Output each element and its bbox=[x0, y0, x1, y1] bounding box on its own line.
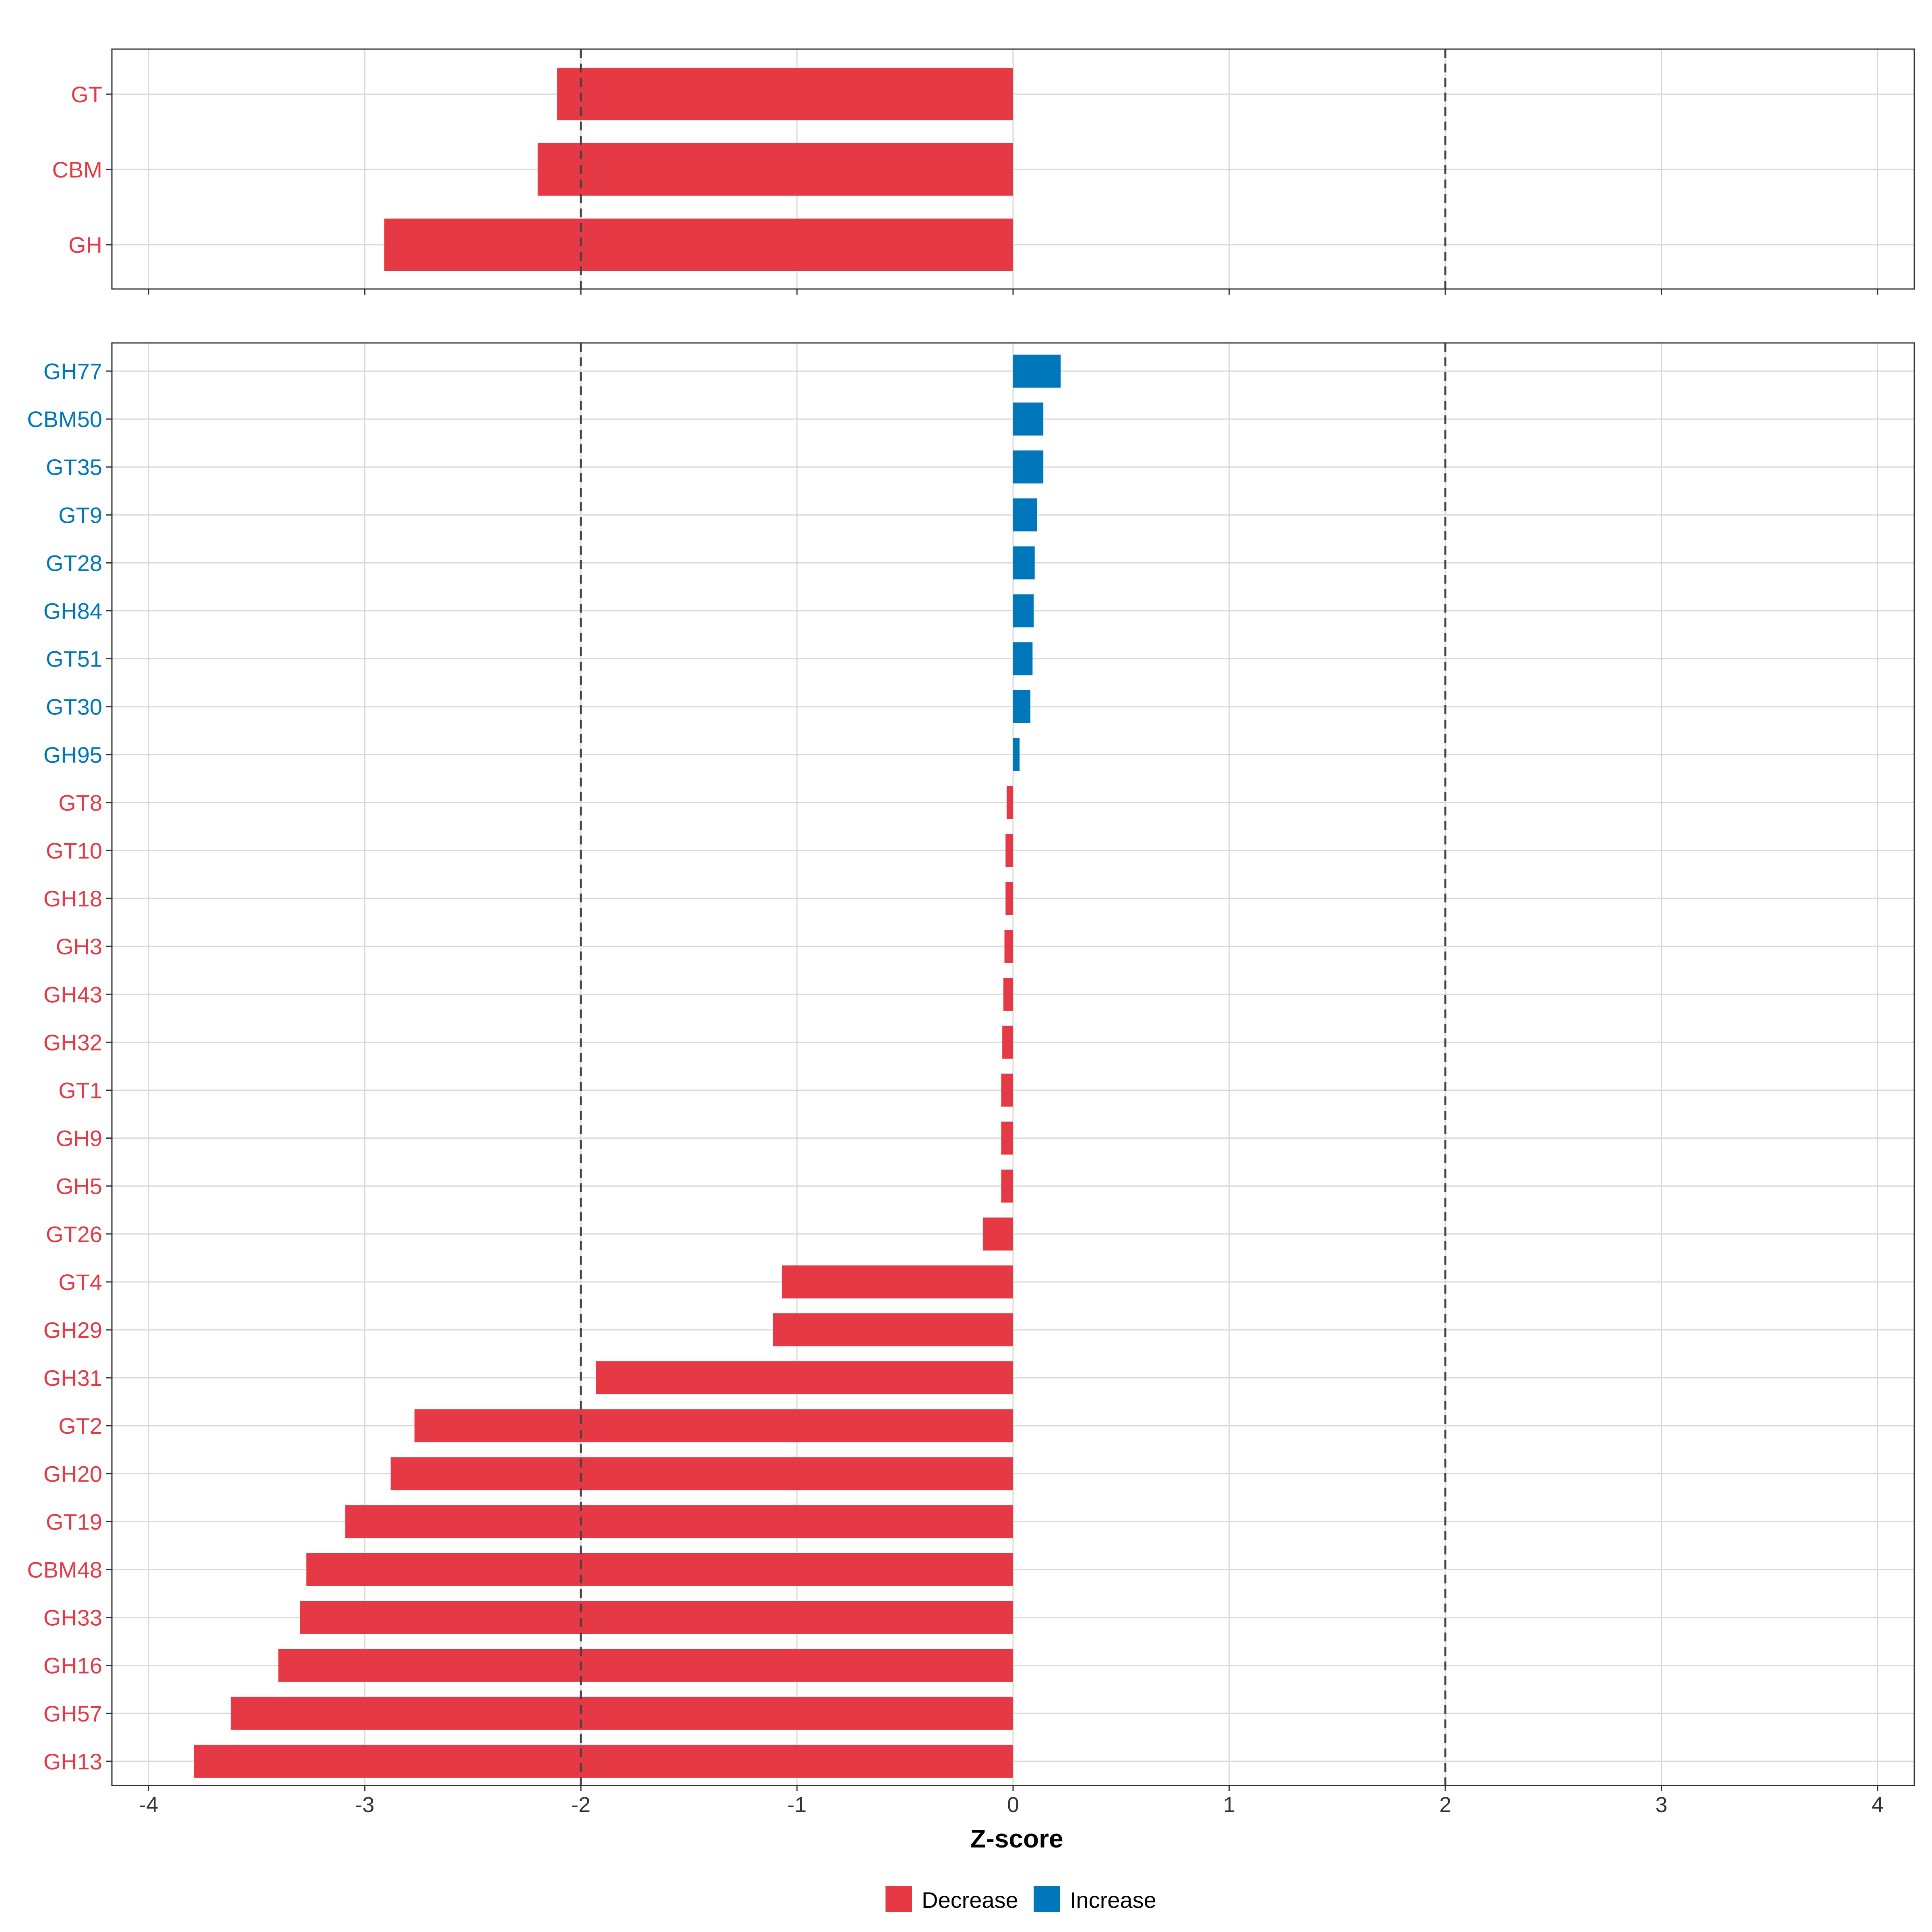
bottom-bar-gh5 bbox=[1001, 1169, 1013, 1203]
bottom-bar-gt10 bbox=[1005, 834, 1013, 867]
bottom-bar-gt19 bbox=[345, 1505, 1013, 1538]
x-tick-label: 2 bbox=[1439, 1793, 1451, 1817]
bottom-bar-gh43 bbox=[1003, 978, 1013, 1011]
x-tick-label: 1 bbox=[1223, 1793, 1235, 1817]
bottom-label-gh9: GH9 bbox=[56, 1126, 102, 1151]
x-tick-label: 4 bbox=[1872, 1793, 1884, 1817]
bottom-bar-gh31 bbox=[596, 1361, 1013, 1395]
bottom-bar-gt30 bbox=[1013, 690, 1030, 723]
bottom-label-gt1: GT1 bbox=[58, 1078, 102, 1103]
bottom-bar-gh18 bbox=[1005, 882, 1013, 915]
bottom-label-gh5: GH5 bbox=[56, 1174, 102, 1199]
bottom-bar-gh32 bbox=[1002, 1026, 1013, 1059]
bottom-label-gt51: GT51 bbox=[46, 646, 102, 672]
top-bar-gt bbox=[557, 68, 1013, 120]
bottom-bar-gh95 bbox=[1013, 738, 1020, 771]
bottom-label-gh31: GH31 bbox=[43, 1365, 102, 1391]
bottom-label-gh77: GH77 bbox=[43, 359, 102, 384]
top-label-gt: GT bbox=[71, 82, 102, 107]
x-tick-label: -2 bbox=[571, 1793, 590, 1817]
bottom-label-gt26: GT26 bbox=[46, 1222, 102, 1247]
bottom-label-gt28: GT28 bbox=[46, 550, 102, 576]
top-panel: GT CBM GH bbox=[52, 48, 1915, 295]
bottom-label-gh32: GH32 bbox=[43, 1030, 102, 1055]
top-bar-gh bbox=[384, 219, 1013, 271]
bottom-bar-gt8 bbox=[1006, 786, 1013, 819]
x-tick-label: 0 bbox=[1007, 1793, 1019, 1817]
bottom-label-gh18: GH18 bbox=[43, 886, 102, 911]
top-bar-cbm bbox=[537, 143, 1013, 196]
bottom-label-gt10: GT10 bbox=[46, 838, 102, 863]
legend: Decrease Increase bbox=[886, 1886, 1156, 1913]
top-label-cbm: CBM bbox=[52, 157, 102, 182]
bottom-label-gt2: GT2 bbox=[58, 1413, 102, 1439]
bottom-label-gt30: GT30 bbox=[46, 694, 102, 720]
bottom-label-gt8: GT8 bbox=[58, 790, 102, 815]
bottom-bar-gh13 bbox=[194, 1744, 1013, 1778]
bottom-bar-gh9 bbox=[1001, 1121, 1013, 1155]
bottom-bar-gh16 bbox=[278, 1649, 1013, 1682]
x-tick-label: -4 bbox=[139, 1793, 158, 1817]
bottom-bar-gh77 bbox=[1013, 355, 1061, 388]
bottom-label-gh95: GH95 bbox=[43, 742, 102, 768]
bottom-label-gt19: GT19 bbox=[46, 1509, 102, 1534]
bottom-label-gh20: GH20 bbox=[43, 1461, 102, 1486]
legend-swatch-increase bbox=[1034, 1886, 1060, 1912]
bottom-label-gh29: GH29 bbox=[43, 1317, 102, 1343]
bottom-bar-gt26 bbox=[983, 1217, 1013, 1251]
bottom-label-gh33: GH33 bbox=[43, 1605, 102, 1631]
bottom-bar-gt1 bbox=[1001, 1073, 1013, 1107]
bottom-bar-gh33 bbox=[300, 1601, 1013, 1634]
bottom-bar-gh57 bbox=[231, 1697, 1013, 1730]
bottom-bar-cbm50 bbox=[1013, 402, 1044, 436]
bottom-label-cbm50: CBM50 bbox=[27, 407, 102, 432]
bottom-bar-gt35 bbox=[1013, 450, 1044, 484]
bottom-label-gt35: GT35 bbox=[46, 454, 102, 480]
bottom-label-cbm48: CBM48 bbox=[27, 1557, 102, 1583]
x-tick-label: 3 bbox=[1655, 1793, 1668, 1817]
x-axis-title: Z-score bbox=[970, 1824, 1063, 1853]
legend-swatch-decrease bbox=[886, 1886, 912, 1912]
bottom-bar-gh3 bbox=[1004, 930, 1013, 963]
bottom-bar-gt28 bbox=[1013, 546, 1035, 580]
top-label-gh: GH bbox=[68, 232, 102, 258]
x-axis: -4 -3 -2 -1 0 1 2 3 4 bbox=[139, 1785, 1884, 1817]
bottom-bar-cbm48 bbox=[306, 1553, 1013, 1586]
bottom-label-gt4: GT4 bbox=[58, 1269, 102, 1295]
bottom-label-gt9: GT9 bbox=[58, 502, 102, 528]
bottom-bar-gt4 bbox=[782, 1265, 1013, 1298]
bottom-bar-gh29 bbox=[773, 1313, 1013, 1346]
bottom-bar-gh84 bbox=[1013, 594, 1034, 627]
x-tick-label: -3 bbox=[355, 1793, 374, 1817]
bottom-panel: GH77 CBM50 GT35 GT9 GT28 GH84 GT51 GT30 GH95 GT8 G… bbox=[27, 342, 1915, 1786]
legend-label-increase: Increase bbox=[1070, 1887, 1156, 1913]
x-tick-label: -1 bbox=[787, 1793, 807, 1817]
bottom-bar-gh20 bbox=[390, 1457, 1013, 1490]
bottom-label-gh3: GH3 bbox=[56, 934, 102, 959]
bottom-bar-gt9 bbox=[1013, 498, 1037, 532]
bottom-label-gh57: GH57 bbox=[43, 1701, 102, 1726]
bottom-bar-gt2 bbox=[414, 1409, 1013, 1443]
bottom-label-gh16: GH16 bbox=[43, 1653, 102, 1678]
bottom-label-gh84: GH84 bbox=[43, 599, 102, 624]
legend-label-decrease: Decrease bbox=[922, 1887, 1018, 1913]
bottom-label-gh43: GH43 bbox=[43, 982, 102, 1007]
bottom-label-gh13: GH13 bbox=[43, 1749, 102, 1774]
bottom-bar-gt51 bbox=[1013, 642, 1033, 675]
